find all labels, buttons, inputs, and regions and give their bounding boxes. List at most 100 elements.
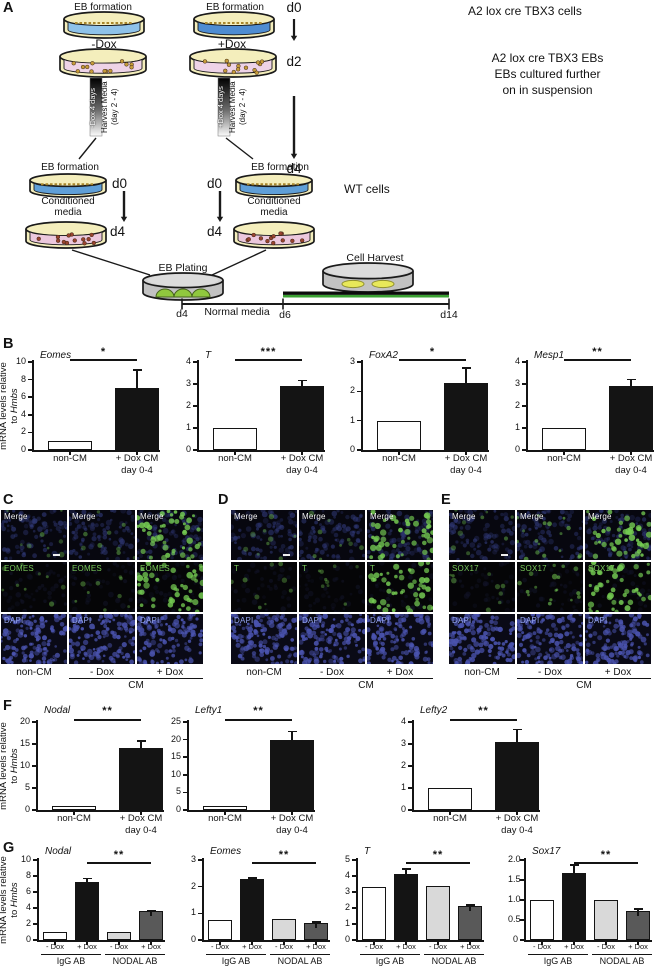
chart-title: Nodal xyxy=(45,846,72,857)
error-bar-cap xyxy=(82,877,92,880)
y-tick xyxy=(522,405,527,407)
y-tick-label: 0 xyxy=(344,934,350,944)
group-line xyxy=(528,954,588,956)
y-tick xyxy=(520,939,525,941)
y-tick xyxy=(357,449,362,451)
y-tick-label: 1 xyxy=(344,918,350,928)
dish-harvest xyxy=(322,262,414,293)
scale-bar xyxy=(53,554,60,556)
micro-column-label: - Dox xyxy=(538,667,562,678)
group-label: NODAL AB xyxy=(277,956,323,966)
chart-b-t: T 0 1 2 3 4 non-CM + Dox CM day 0-4 *** xyxy=(181,338,341,480)
panel-g-label: G xyxy=(3,840,15,856)
y-axis-label-gene: Hmbs xyxy=(9,882,20,908)
chart-title: Eomes xyxy=(210,846,242,857)
y-axis-label-line: mRNA levels relative xyxy=(0,722,9,810)
eb-formation-label: EB formation xyxy=(41,162,99,173)
panel-e-label: E xyxy=(441,492,451,508)
error-bar-cap xyxy=(633,908,643,910)
micrograph-channel-label: Merge xyxy=(520,512,544,521)
micrograph-merge-+Dox: Merge xyxy=(367,510,433,560)
x-tick xyxy=(465,451,467,455)
sig-stars: *** xyxy=(260,346,277,358)
x-tick-label: + Dox xyxy=(306,942,326,951)
y-tick xyxy=(352,875,357,877)
group-label: IgG AB xyxy=(543,956,573,966)
y-tick-label: 0 xyxy=(175,804,181,814)
error-bar-cap xyxy=(247,877,257,879)
g-y-axis-label: mRNA levels relative to Hmbs xyxy=(0,840,20,960)
x-tick xyxy=(54,941,56,945)
y-tick-label: 1 xyxy=(514,422,520,432)
chart-g-nodal: Nodal 0 2 4 6 8 10 - Dox + Dox - Dox + Dox ** IgG AB… xyxy=(21,842,181,966)
x-tick xyxy=(373,941,375,945)
sig-stars: ** xyxy=(478,705,489,717)
micrograph-merge--Dox: Merge xyxy=(69,510,135,560)
bar xyxy=(52,805,96,810)
chart-title: Sox17 xyxy=(532,846,561,857)
error-bar xyxy=(291,731,293,746)
error-bar-cap xyxy=(401,868,411,870)
timeline-arrows xyxy=(120,19,298,222)
micrograph-channel-label: Merge xyxy=(234,512,258,521)
y-tick xyxy=(183,774,188,776)
error-bar xyxy=(469,904,471,911)
chart-title: Lefty2 xyxy=(420,705,448,716)
y-tick-label: 1.0 xyxy=(508,894,521,904)
y-tick xyxy=(522,361,527,363)
sig-line xyxy=(399,359,466,361)
group-line xyxy=(206,954,266,956)
y-tick xyxy=(32,743,37,745)
y-tick-label: 0 xyxy=(512,934,518,944)
y-tick xyxy=(32,787,37,789)
sig-line xyxy=(235,359,302,361)
sig-line xyxy=(406,862,470,864)
y-tick-label: 8 xyxy=(25,870,31,880)
chart-g-eomes: Eomes 0 1 2 3 - Dox + Dox - Dox + Dox ** IgG AB NOD… xyxy=(186,842,346,966)
bar xyxy=(48,441,92,450)
y-tick-label: 10 xyxy=(171,768,182,779)
y-tick-label: 1 xyxy=(190,907,196,918)
x-axis xyxy=(31,450,160,452)
panel-a-label: A xyxy=(3,0,14,16)
x-tick xyxy=(118,941,120,945)
x-tick-label: + Dox xyxy=(628,942,648,951)
chart-g-t: T 0 1 2 3 4 5 - Dox + Dox - Dox + Dox ** IgG AB NODAL… xyxy=(340,842,500,966)
micrograph-eomes-non-CM: EOMES xyxy=(1,562,67,612)
sig-stars: ** xyxy=(600,849,612,861)
y-tick xyxy=(193,361,198,363)
chart-title: T xyxy=(364,846,371,857)
y-tick xyxy=(352,907,357,909)
x-tick xyxy=(283,941,285,945)
sig-stars: ** xyxy=(113,849,125,861)
y-tick-label: 2 xyxy=(25,918,31,928)
y-axis xyxy=(196,360,199,450)
group-label: IgG AB xyxy=(375,956,405,966)
x-tick xyxy=(469,941,471,945)
timeline-d4-label: d4 xyxy=(286,161,302,176)
sig-line xyxy=(74,719,141,721)
y-tick xyxy=(28,414,33,416)
bar xyxy=(107,932,131,940)
sig-stars: * xyxy=(100,346,107,358)
eb-plating-label: EB Plating xyxy=(158,262,208,274)
micro-column-label: - Dox xyxy=(90,667,114,678)
x-tick-label: - Dox xyxy=(597,942,615,951)
ebs-caption-line3: on in suspension xyxy=(502,83,593,97)
micro-column-label: non-CM xyxy=(16,667,52,678)
y-tick xyxy=(28,378,33,381)
error-bar xyxy=(405,868,407,880)
chart-title: FoxA2 xyxy=(369,350,398,361)
dish-plating xyxy=(142,272,224,301)
group-line xyxy=(41,954,101,956)
sig-stars: * xyxy=(429,346,436,358)
x-tick-label: + Dox CM xyxy=(280,453,324,464)
micrograph-channel-label: DAPI xyxy=(140,616,160,625)
x-tick xyxy=(73,811,75,815)
cm-label: CM xyxy=(128,680,144,691)
micrograph-dapi--Dox: DAPI xyxy=(299,614,365,664)
y-tick xyxy=(183,738,188,741)
x-tick xyxy=(251,941,253,945)
micrograph-merge-+Dox: Merge xyxy=(137,510,203,560)
y-tick-label: 4 xyxy=(185,356,191,366)
